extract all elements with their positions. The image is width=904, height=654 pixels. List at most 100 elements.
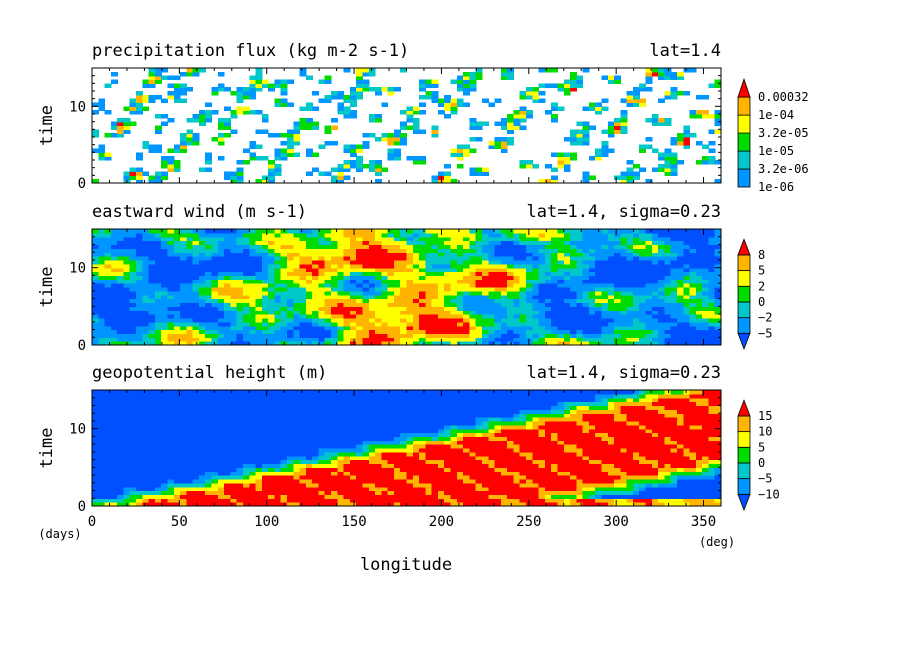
heatmap-cell xyxy=(532,229,540,234)
heatmap-cell xyxy=(343,287,351,292)
heatmap-cell xyxy=(255,325,263,331)
heatmap-cell xyxy=(381,271,389,276)
heatmap-cell xyxy=(551,314,559,319)
heatmap-cell xyxy=(419,329,426,334)
heatmap-cell xyxy=(98,306,106,311)
heatmap-cell xyxy=(437,287,445,292)
heatmap-cell xyxy=(412,337,420,342)
heatmap-cell xyxy=(98,248,106,253)
heatmap-cell xyxy=(211,482,219,488)
heatmap-cell xyxy=(312,310,320,315)
heatmap-cell xyxy=(92,329,99,334)
heatmap-cell xyxy=(274,271,282,276)
heatmap-cell xyxy=(475,498,483,503)
heatmap-cell xyxy=(538,256,546,261)
heatmap-cell xyxy=(714,490,722,495)
heatmap-cell xyxy=(456,502,464,507)
heatmap-cell xyxy=(387,283,395,288)
heatmap-cell xyxy=(186,294,194,300)
heatmap-cell xyxy=(632,175,640,180)
heatmap-cell xyxy=(148,478,156,484)
heatmap-cell xyxy=(475,283,483,288)
heatmap-cell xyxy=(588,271,596,276)
heatmap-cell xyxy=(280,236,288,242)
heatmap-cell xyxy=(519,94,527,100)
heatmap-cell xyxy=(551,471,559,476)
heatmap-cell xyxy=(331,175,338,180)
heatmap-cell xyxy=(192,263,200,269)
heatmap-cell xyxy=(173,252,181,257)
heatmap-cell xyxy=(286,321,294,327)
heatmap-cell xyxy=(563,275,571,280)
heatmap-cell xyxy=(683,229,691,234)
heatmap-cell xyxy=(180,140,187,146)
heatmap-cell xyxy=(664,494,672,499)
heatmap-cell xyxy=(513,279,521,284)
heatmap-cell xyxy=(526,325,533,331)
heatmap-cell xyxy=(249,79,257,84)
heatmap-cell xyxy=(343,167,351,173)
heatmap-cell xyxy=(664,329,672,334)
heatmap-cell xyxy=(236,271,244,276)
heatmap-cell xyxy=(368,498,376,503)
heatmap-cell xyxy=(198,467,206,472)
heatmap-cell xyxy=(261,329,269,334)
heatmap-cell xyxy=(632,267,640,273)
heatmap-cell xyxy=(519,114,527,119)
heatmap-cell xyxy=(607,486,615,492)
heatmap-cell xyxy=(136,252,143,257)
heatmap-cell xyxy=(242,298,250,304)
heatmap-cell xyxy=(639,294,647,300)
heatmap-cell xyxy=(645,71,653,77)
heatmap-cell xyxy=(519,267,527,273)
heatmap-cell xyxy=(198,229,206,234)
heatmap-cell xyxy=(494,475,502,480)
heatmap-cell xyxy=(117,302,125,307)
heatmap-cell xyxy=(381,321,389,327)
heatmap-cell xyxy=(526,298,533,304)
heatmap-cell xyxy=(463,325,470,331)
heatmap-cell xyxy=(123,252,131,257)
heatmap-cell xyxy=(324,236,332,242)
heatmap-cell xyxy=(601,290,609,296)
heatmap-cell xyxy=(274,267,282,273)
heatmap-cell xyxy=(450,317,458,323)
heatmap-cell xyxy=(519,163,527,169)
heatmap-cell xyxy=(431,337,439,342)
heatmap-cell xyxy=(658,248,665,253)
heatmap-cell xyxy=(664,287,672,292)
heatmap-cell xyxy=(595,248,603,253)
heatmap-cell xyxy=(280,275,288,280)
heatmap-cell xyxy=(142,140,150,146)
heatmap-cell xyxy=(689,279,697,284)
heatmap-cell xyxy=(538,482,546,488)
heatmap-cell xyxy=(708,321,716,327)
heatmap-cell xyxy=(349,259,357,265)
heatmap-cell xyxy=(651,314,659,319)
heatmap-cell xyxy=(551,337,559,342)
heatmap-cell xyxy=(626,333,634,338)
heatmap-cell xyxy=(123,306,131,311)
heatmap-cell xyxy=(400,314,408,319)
heatmap-cell xyxy=(261,333,269,338)
heatmap-cell xyxy=(242,317,250,323)
heatmap-cell xyxy=(488,298,496,304)
heatmap-cell xyxy=(406,314,414,319)
heatmap-cell xyxy=(544,232,552,238)
heatmap-cell xyxy=(481,329,489,334)
heatmap-cell xyxy=(651,275,659,280)
heatmap-cell xyxy=(632,256,640,261)
heatmap-cell xyxy=(129,232,137,238)
heatmap-cell xyxy=(230,256,238,261)
heatmap-cell xyxy=(683,275,691,280)
heatmap-cell xyxy=(211,232,219,238)
heatmap-cell xyxy=(198,302,206,307)
heatmap-cell xyxy=(368,275,376,280)
heatmap-cell xyxy=(154,283,162,288)
heatmap-cell xyxy=(538,240,546,246)
heatmap-cell xyxy=(494,306,502,311)
heatmap-cell xyxy=(507,275,515,280)
heatmap-cell xyxy=(626,252,634,257)
heatmap-cell xyxy=(293,252,301,257)
heatmap-cell xyxy=(488,102,496,107)
